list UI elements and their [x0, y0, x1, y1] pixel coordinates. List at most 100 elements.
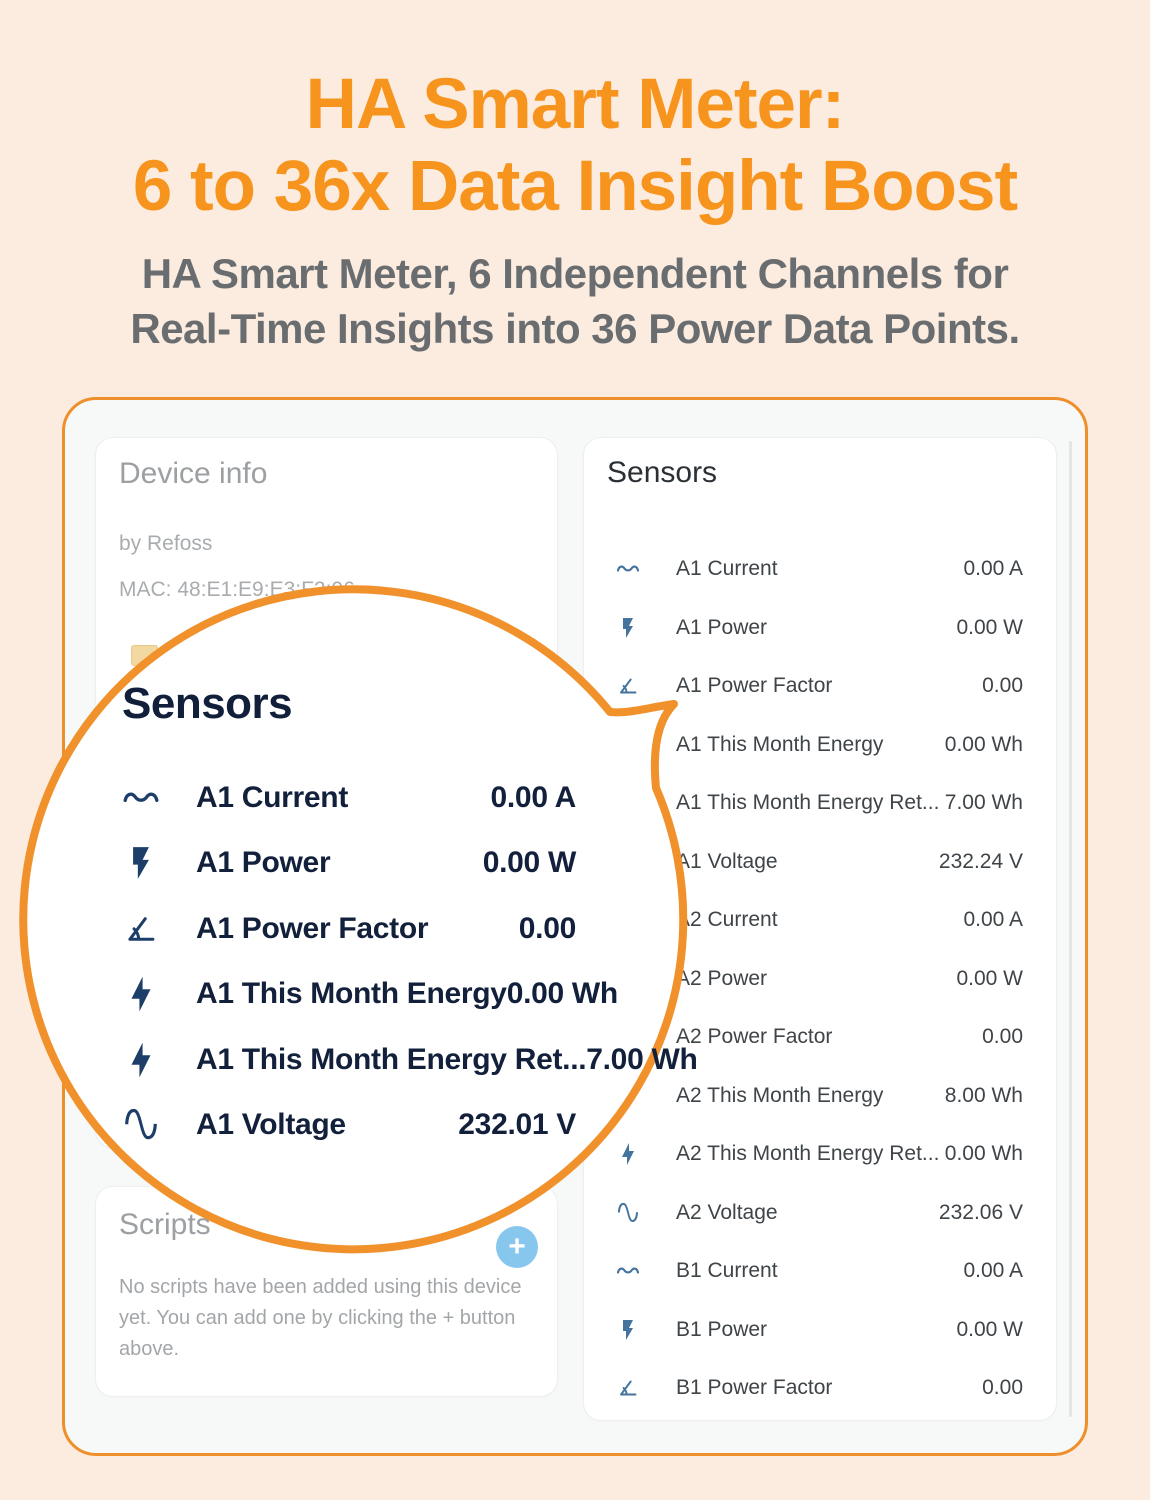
scrollbar[interactable] — [1069, 441, 1072, 1417]
sensors-list: A1 Current 0.00 A A1 Power 0.00 W A1 Power F… — [583, 540, 1057, 1418]
magnifier-sensors-list: A1 Current 0.00 A A1 Power 0.00 W A1 Power F… — [98, 765, 698, 1159]
sensor-label: A1 This Month Energy — [196, 977, 507, 1011]
device-mac: MAC: 48:E1:E9:E3:F2:06 — [119, 578, 355, 601]
page-title-line1: HA Smart Meter: — [305, 65, 846, 144]
sensor-row: A1 Power 0.00 W — [98, 831, 580, 897]
magnifier-sensors-title: Sensors — [122, 679, 293, 728]
sensor-label: A1 Current — [196, 780, 349, 814]
sensor-row[interactable]: B1 Power Factor 0.00 — [583, 1359, 1057, 1418]
lightning-bolt-icon — [616, 791, 640, 815]
flash-icon — [616, 616, 640, 640]
sensor-label: A2 Voltage — [676, 1200, 778, 1224]
sensor-label: A2 This Month Energy — [676, 1083, 884, 1107]
scripts-title: Scripts — [119, 1208, 211, 1241]
page-title-line2: 6 to 36x Data Insight Boost — [132, 147, 1018, 227]
sensor-row: A1 This Month Energy 0.00 Wh — [98, 962, 618, 1028]
sensor-row[interactable]: A1 Power 0.00 W — [583, 599, 1057, 658]
scripts-empty-text: No scripts have been added using this de… — [119, 1276, 522, 1360]
sensor-label: A1 Power Factor — [196, 911, 429, 945]
sensor-label: A2 This Month Energy Ret... — [676, 1142, 940, 1166]
sensor-label: A1 Voltage — [196, 1108, 346, 1142]
sensor-value: 0.00 A — [963, 1259, 1023, 1283]
sensor-value: 232.01 V — [458, 1108, 576, 1142]
sensor-value: 0.00 — [982, 674, 1023, 698]
flash-icon — [122, 844, 160, 882]
page-subtitle-line2: Real-Time Insights into 36 Power Data Po… — [130, 304, 1020, 352]
sensor-row[interactable]: B1 Current 0.00 A — [583, 1242, 1057, 1301]
sensor-value: 0.00 A — [963, 557, 1023, 581]
sensor-row[interactable]: A2 Voltage 232.06 V — [583, 1184, 1057, 1243]
sensor-label: B1 Power — [676, 1317, 768, 1341]
sensor-value: 0.00 Wh — [944, 732, 1023, 756]
device-badge-icon — [131, 645, 158, 666]
current-ac-icon — [616, 1259, 640, 1283]
lightning-bolt-icon — [616, 1084, 640, 1108]
device-manufacturer: by Refoss — [119, 532, 213, 555]
sensor-label: B1 Current — [676, 1259, 778, 1283]
sensor-value: 7.00 Wh — [586, 1042, 698, 1076]
sensor-value: 0.00 W — [956, 615, 1023, 639]
device-info-title: Device info — [119, 457, 268, 490]
sine-wave-icon — [616, 1201, 640, 1225]
sensor-value: 0.00 A — [490, 780, 577, 814]
sensor-label: A1 Power — [676, 615, 768, 639]
add-script-button[interactable]: + — [496, 1226, 538, 1268]
angle-acute-icon — [122, 910, 160, 948]
page-title: HA Smart Meter: 6 to 36x Data Insight Bo… — [0, 64, 1150, 229]
sensor-label: A1 This Month Energy Ret... — [676, 791, 940, 815]
sensor-label: A1 Current — [676, 557, 778, 581]
flash-icon — [616, 967, 640, 991]
sensor-row[interactable]: A2 Current 0.00 A — [583, 891, 1057, 950]
current-ac-icon — [616, 557, 640, 581]
sensor-row: A1 Current 0.00 A — [98, 765, 580, 831]
page-subtitle: HA Smart Meter, 6 Independent Channels f… — [0, 247, 1150, 356]
sine-wave-icon — [616, 850, 640, 874]
sensor-label: A1 This Month Energy — [676, 732, 884, 756]
sensor-value: 0.00 W — [956, 1317, 1023, 1341]
sensor-label: B1 Power Factor — [676, 1376, 833, 1400]
sensor-value: 232.24 V — [938, 849, 1023, 873]
sensor-row[interactable]: A1 Current 0.00 A — [583, 540, 1057, 599]
sensors-panel-title: Sensors — [607, 456, 718, 489]
sensor-row[interactable]: A2 This Month Energy Ret... 0.00 Wh — [583, 1125, 1057, 1184]
sensor-value: 0.00 Wh — [506, 977, 619, 1011]
sensor-value: 0.00 — [982, 1376, 1023, 1400]
sensor-row[interactable]: A1 This Month Energy Ret... 7.00 Wh — [583, 774, 1057, 833]
sensor-row[interactable]: B1 Power 0.00 W — [583, 1301, 1057, 1360]
current-ac-icon — [122, 779, 160, 817]
sensor-row[interactable]: A1 Voltage 232.24 V — [583, 833, 1057, 892]
sensor-value: 8.00 Wh — [944, 1083, 1023, 1107]
sensor-value: 0.00 A — [963, 908, 1023, 932]
sensor-value: 0.00 W — [956, 966, 1023, 990]
sensor-value: 0.00 — [982, 1025, 1023, 1049]
sensor-label: A2 Current — [676, 908, 778, 932]
sensor-label: A1 Power Factor — [676, 674, 833, 698]
sensor-label: A2 Power Factor — [676, 1025, 833, 1049]
sensor-label: A1 Voltage — [676, 849, 778, 873]
current-ac-icon — [616, 908, 640, 932]
lightning-bolt-icon — [122, 975, 160, 1013]
sensor-value: 0.00 Wh — [944, 1142, 1023, 1166]
sensor-value: 7.00 Wh — [944, 791, 1023, 815]
sine-wave-icon — [122, 1106, 160, 1144]
sensor-label: A2 Power — [676, 966, 768, 990]
lightning-bolt-icon — [122, 1041, 160, 1079]
sensor-row[interactable]: A2 This Month Energy 8.00 Wh — [583, 1067, 1057, 1126]
sensor-row[interactable]: A1 Power Factor 0.00 — [583, 657, 1057, 716]
page-subtitle-line1: HA Smart Meter, 6 Independent Channels f… — [141, 250, 1009, 297]
sensor-label: A1 This Month Energy Ret... — [196, 1042, 587, 1076]
sensor-row: A1 Voltage 232.01 V — [98, 1093, 580, 1159]
flash-icon — [616, 1318, 640, 1342]
angle-acute-icon — [616, 1376, 640, 1400]
sensor-row: A1 This Month Energy Ret... 7.00 Wh — [98, 1027, 698, 1093]
sensor-row[interactable]: A1 This Month Energy 0.00 Wh — [583, 716, 1057, 775]
sensor-value: 0.00 — [518, 911, 577, 945]
sensor-label: A1 Power — [196, 846, 331, 880]
sensor-row[interactable]: A2 Power 0.00 W — [583, 950, 1057, 1009]
sensor-row: A1 Power Factor 0.00 — [98, 896, 580, 962]
lightning-bolt-icon — [616, 733, 640, 757]
angle-acute-icon — [616, 674, 640, 698]
sensor-value: 0.00 W — [482, 846, 577, 880]
sensor-value: 232.06 V — [938, 1200, 1023, 1224]
